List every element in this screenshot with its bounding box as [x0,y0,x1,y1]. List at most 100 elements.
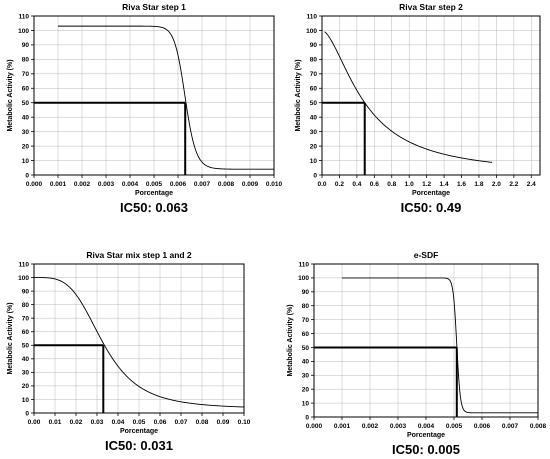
x-tick-label: 0.007 [194,181,211,188]
y-tick-label: 100 [18,28,29,35]
dose-response-curve [34,277,245,408]
x-tick-label: 0.6 [370,181,379,188]
x-tick-label: 0.003 [390,423,407,430]
x-tick-label: 2.0 [492,181,501,188]
x-tick-label: 0.006 [170,181,187,188]
y-tick-label: 90 [310,42,318,49]
plot-frame [33,15,275,176]
y-axis-label: Metabolic Activity (%) [287,304,294,376]
x-tick-label: 0.000 [26,181,43,188]
x-tick-label: 0.0 [317,181,326,188]
chart-title: Riva Star mix step 1 and 2 [86,250,192,260]
ic50-label: IC50: 0.49 [401,200,462,215]
y-tick-label: 50 [22,343,30,350]
x-tick-label: 0.004 [122,181,139,188]
y-tick-label: 20 [22,143,30,150]
y-tick-label: 20 [302,386,310,393]
x-tick-label: 0.001 [50,181,67,188]
y-tick-label: 40 [302,359,310,366]
y-tick-label: 60 [22,329,30,336]
x-tick-label: 0.000 [306,423,323,430]
x-tick-label: 0.00 [28,419,41,426]
x-tick-label: 0.2 [335,181,344,188]
chart-title: e-SDF [414,250,439,260]
x-tick-label: 0.010 [266,181,283,188]
y-tick-label: 30 [310,129,318,136]
x-tick-label: 2.2 [509,181,518,188]
y-tick-label: 10 [22,158,30,165]
x-tick-label: 2.4 [527,181,536,188]
y-tick-label: 110 [19,13,30,20]
chart-panel-1: Riva Star step 1 0 10 20 30 40 50 60 70 80 90 100 11… [7,2,283,215]
y-tick-label: 30 [22,370,30,377]
plot-frame [313,263,539,418]
chart-panel-3: Riva Star mix step 1 and 2 0 10 20 30 40 50 60 7… [7,250,251,453]
chart-title: Riva Star step 1 [122,2,186,12]
y-tick-label: 50 [22,100,30,107]
y-tick-label: 30 [302,373,310,380]
y-tick-label: 40 [310,114,318,121]
y-tick-label: 90 [22,288,30,295]
y-tick-label: 70 [22,71,30,78]
y-tick-label: 60 [302,331,310,338]
y-axis-label: Metabolic Activity (%) [7,59,14,131]
plot-frame [321,15,541,176]
x-tick-label: 0.04 [112,419,125,426]
x-tick-label: 0.003 [98,181,115,188]
x-tick-label: 0.03 [91,419,104,426]
x-tick-label: 0.007 [502,423,519,430]
y-tick-label: 20 [22,383,30,390]
y-tick-label: 30 [22,129,30,136]
x-tick-label: 0.10 [238,419,251,426]
x-axis-label: Porcentage [412,190,450,197]
x-axis-label: Porcentage [120,428,158,435]
y-axis-label: Metabolic Activity (%) [295,59,302,131]
x-tick-label: 0.008 [218,181,235,188]
x-tick-label: 0.08 [196,419,209,426]
x-tick-label: 1.2 [422,181,431,188]
y-tick-label: 60 [22,86,30,93]
y-tick-label: 80 [22,57,30,64]
y-tick-label: 50 [302,345,310,352]
chart-title: Riva Star step 2 [399,2,463,12]
x-axis-label: Porcentage [135,190,173,197]
y-tick-label: 110 [307,13,318,20]
x-tick-label: 0.009 [242,181,259,188]
y-tick-label: 70 [310,71,318,78]
ic50-label: IC50: 0.005 [392,442,460,457]
y-tick-label: 80 [310,57,318,64]
x-tick-label: 0.004 [418,423,435,430]
y-tick-label: 70 [302,317,310,324]
y-tick-label: 110 [299,261,310,268]
x-tick-label: 0.05 [133,419,146,426]
y-tick-label: 10 [310,158,318,165]
chart-panel-4: e-SDF 0 10 20 30 40 50 60 70 80 90 100 110 0.000 0.001… [287,250,547,457]
y-tick-label: 100 [298,275,309,282]
y-tick-label: 100 [306,28,317,35]
y-axis-label: Metabolic Activity (%) [7,302,14,374]
y-tick-label: 90 [302,289,310,296]
y-tick-label: 20 [310,143,318,150]
x-tick-label: 0.4 [352,181,361,188]
dose-response-curve [58,25,274,170]
x-tick-label: 1.6 [457,181,466,188]
x-tick-label: 0.006 [474,423,491,430]
x-tick-label: 1.0 [405,181,414,188]
plot-frame [33,263,245,414]
y-tick-label: 80 [22,302,30,309]
y-tick-label: 90 [22,42,30,49]
x-tick-label: 0.002 [74,181,91,188]
ic50-label: IC50: 0.031 [105,438,173,453]
x-tick-label: 0.02 [70,419,83,426]
x-tick-label: 0.005 [446,423,463,430]
y-tick-label: 80 [302,303,310,310]
x-tick-label: 0.002 [362,423,379,430]
y-tick-label: 0 [313,172,317,179]
x-tick-label: 1.4 [440,181,449,188]
x-tick-label: 0.001 [334,423,351,430]
y-tick-label: 70 [22,315,30,322]
y-tick-label: 110 [19,261,30,268]
ic50-label: IC50: 0.063 [120,200,188,215]
dose-response-curve [324,31,493,163]
